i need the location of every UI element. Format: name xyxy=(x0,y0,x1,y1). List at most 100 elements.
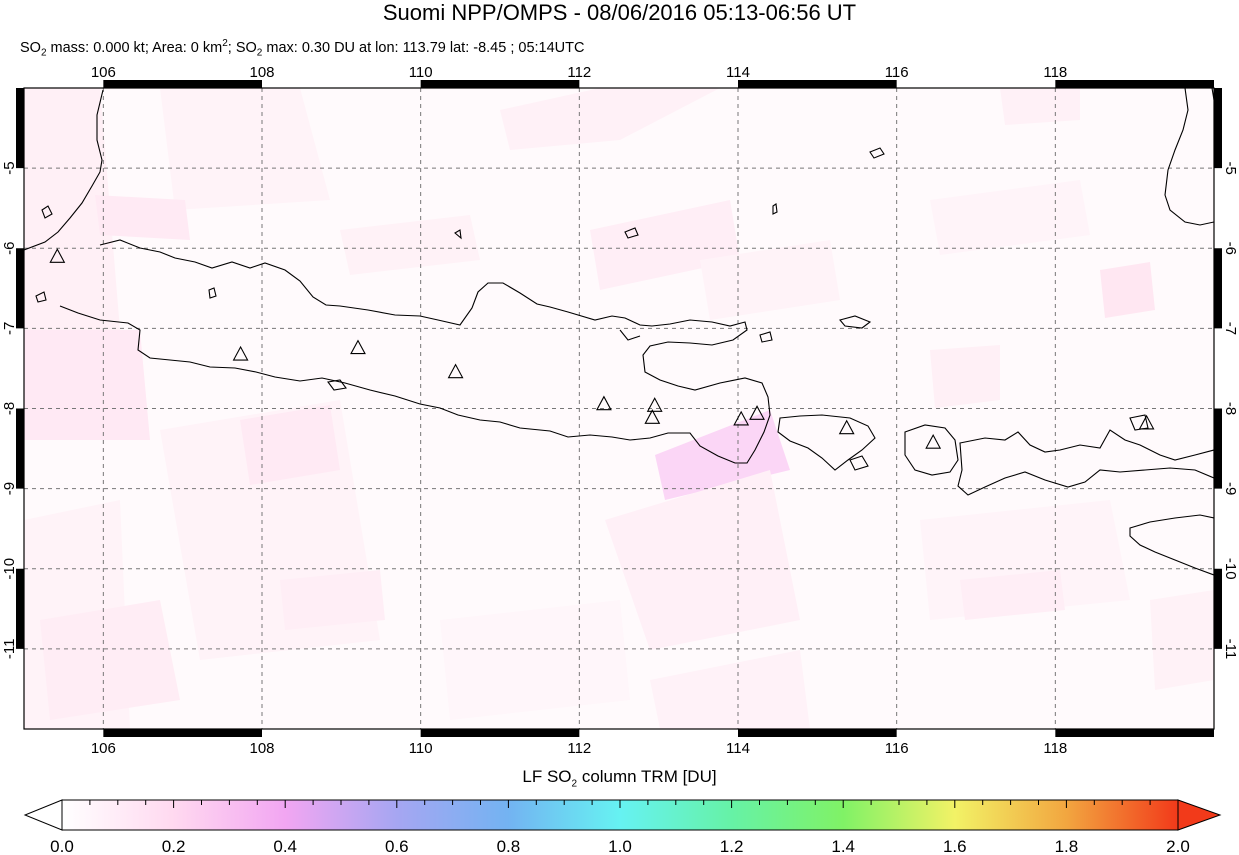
coastline-island-6 xyxy=(35,291,47,303)
volcano-marker xyxy=(749,405,765,420)
lon-label-bottom: 110 xyxy=(409,740,433,757)
volcano-marker xyxy=(232,345,249,361)
border-bar-left xyxy=(16,408,24,489)
coastline-bali xyxy=(777,414,876,471)
coastline-island-7 xyxy=(41,205,53,219)
lat-label-left: -7 xyxy=(1,322,18,335)
coastline-island-2 xyxy=(208,287,217,299)
colorbar-tick-label: 1.4 xyxy=(831,837,855,855)
border-bar-bottom xyxy=(1055,729,1214,737)
volcano-layer xyxy=(49,248,1155,449)
colorbar-label: LF SO2 column TRM [DU] xyxy=(522,767,717,790)
lon-label-top: 108 xyxy=(249,64,274,81)
lon-label-top: 118 xyxy=(1043,64,1067,81)
coastline-sumba xyxy=(1129,514,1214,576)
colorbar: 0.0 0.2 0.4 0.6 0.8 1.0 1.2 1.4 1.6 1.8 2.0 xyxy=(23,799,1222,855)
colorbar-tick-label: 0.0 xyxy=(50,837,74,855)
volcano-marker xyxy=(350,339,366,355)
volcano-marker xyxy=(838,419,855,435)
volcano-marker xyxy=(1138,414,1155,430)
lat-label-left: -9 xyxy=(1,482,18,495)
lon-label-top: 106 xyxy=(91,64,116,81)
lat-label-left: -11 xyxy=(1,639,18,660)
border-bar-left xyxy=(16,88,24,169)
coastline-island-10 xyxy=(772,203,778,215)
coastline-madura-strait xyxy=(619,329,641,341)
coastline-island-1 xyxy=(624,227,639,239)
colorbar-tick-label: 0.2 xyxy=(162,837,186,855)
map-frame xyxy=(16,80,1222,737)
volcano-marker xyxy=(49,248,66,263)
volcano-marker xyxy=(646,397,663,412)
border-bar-left xyxy=(16,248,24,329)
lon-label-bottom: 106 xyxy=(91,740,116,757)
border-bar-top xyxy=(1055,80,1214,88)
lon-label-bottom: 118 xyxy=(1043,740,1067,757)
colorbar-tick-label: 1.8 xyxy=(1055,837,1079,855)
lon-label-bottom: 112 xyxy=(567,740,591,757)
lat-label-left: -10 xyxy=(1,558,18,580)
lat-label-right: -6 xyxy=(1222,242,1239,255)
coastline-island-8 xyxy=(327,379,347,391)
colorbar-tick-label: 1.2 xyxy=(720,837,744,855)
axis-labels: 106 106 108 108 110 110 112 112 114 114 116 116 118 1… xyxy=(1,64,1239,757)
so2-pixel-layer xyxy=(24,88,1214,729)
lon-label-top: 112 xyxy=(567,64,591,81)
coastline-java xyxy=(59,239,771,464)
lon-label-bottom: 114 xyxy=(726,740,750,757)
lat-label-left: -6 xyxy=(1,242,18,255)
colorbar-tick-label: 2.0 xyxy=(1166,837,1190,855)
coastline-island-11 xyxy=(849,455,869,471)
volcano-marker xyxy=(925,433,942,449)
border-bar-bottom xyxy=(103,729,262,737)
colorbar-tick-label: 0.6 xyxy=(385,837,409,855)
border-bar-bottom xyxy=(738,729,897,737)
border-bar-top xyxy=(738,80,897,88)
border-bar-right xyxy=(1214,408,1222,489)
coastline-island-4 xyxy=(759,331,773,343)
lat-label-left: -5 xyxy=(1,161,18,174)
border-bar-right xyxy=(1214,568,1222,649)
coastline-island-9 xyxy=(454,229,462,240)
lon-label-top: 110 xyxy=(409,64,433,81)
lat-label-left: -8 xyxy=(1,402,18,415)
lat-label-right: -5 xyxy=(1222,161,1239,174)
border-bar-right xyxy=(1214,88,1222,169)
colorbar-tick-label: 0.8 xyxy=(497,837,521,855)
border-bar-left xyxy=(16,568,24,649)
lon-label-top: 116 xyxy=(885,64,909,81)
lat-label-right: -11 xyxy=(1222,639,1239,660)
map-subtitle: SO2 mass: 0.000 kt; Area: 0 km2; SO2 max… xyxy=(20,38,585,59)
lat-label-right: -8 xyxy=(1222,402,1239,415)
colorbar-high-arrow xyxy=(1177,799,1222,831)
lon-label-bottom: 116 xyxy=(885,740,909,757)
lat-label-right: -7 xyxy=(1222,322,1239,335)
border-bar-top xyxy=(103,80,262,88)
coastline-sumbawa xyxy=(957,429,1214,496)
colorbar-tick-label: 1.6 xyxy=(943,837,967,855)
coastline-sumatra xyxy=(24,89,104,251)
colorbar-low-arrow xyxy=(23,799,63,831)
map-grid xyxy=(24,88,1214,729)
coastline-island-5 xyxy=(869,147,885,159)
volcano-marker xyxy=(447,363,464,379)
border-bar-right xyxy=(1214,248,1222,329)
lon-label-bottom: 108 xyxy=(249,740,274,757)
coastline-lombok xyxy=(904,424,959,476)
colorbar-tick-label: 0.4 xyxy=(273,837,297,855)
lat-label-right: -9 xyxy=(1222,482,1239,495)
coastline-island-12 xyxy=(1129,414,1149,431)
volcano-marker xyxy=(596,395,612,411)
lon-label-top: 114 xyxy=(726,64,750,81)
coastline-island-3 xyxy=(839,315,872,329)
lat-label-right: -10 xyxy=(1222,558,1239,580)
border-bar-top xyxy=(420,80,580,88)
map-title: Suomi NPP/OMPS - 08/06/2016 05:13-06:56 … xyxy=(382,0,857,25)
colorbar-tick-label: 1.0 xyxy=(608,837,632,855)
volcano-marker xyxy=(733,410,750,426)
border-bar-bottom xyxy=(420,729,580,737)
coastline-sulawesi xyxy=(1164,88,1214,226)
volcano-marker xyxy=(644,409,661,424)
coastline-layer xyxy=(24,88,1214,576)
